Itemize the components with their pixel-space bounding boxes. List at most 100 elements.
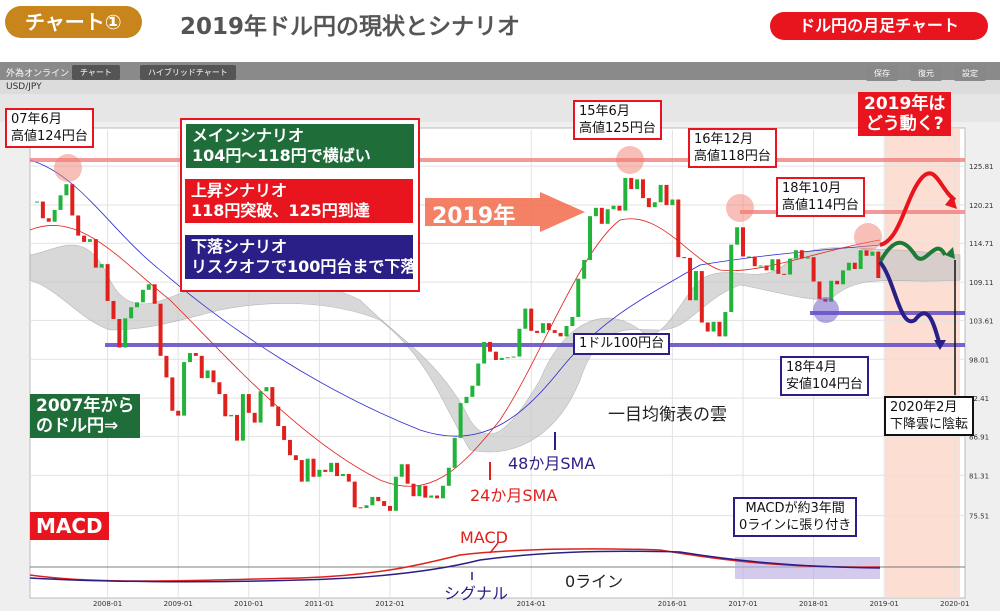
candle: [805, 257, 810, 259]
candle: [405, 464, 410, 484]
candle: [652, 202, 657, 208]
y-tick-label: 86.91: [969, 433, 989, 441]
scenario-line: 104円～118円で横ばい: [192, 146, 371, 165]
candle: [411, 483, 416, 497]
candle: [223, 394, 228, 417]
candle: [435, 495, 440, 499]
candle: [540, 323, 545, 333]
x-tick-label: 2020-01: [940, 600, 969, 608]
app-button[interactable]: 設定: [954, 66, 986, 81]
signal-label: シグナル: [444, 584, 509, 603]
callout-line: 18年4月: [786, 360, 837, 375]
candle: [817, 281, 822, 299]
arrow-head: [945, 247, 955, 259]
zero-label: 0ライン: [565, 572, 624, 591]
candle: [676, 199, 681, 258]
candle: [170, 377, 175, 411]
callout-line: 1ドル100円台: [579, 336, 665, 351]
callout-line: 16年12月: [694, 132, 754, 147]
candle: [841, 270, 846, 285]
candle: [811, 257, 816, 282]
candle: [499, 357, 504, 361]
callout-line: 高値125円台: [579, 121, 656, 136]
y-tick-label: 92.41: [969, 395, 989, 403]
scenario-line: 下落シナリオ: [191, 237, 288, 256]
callout-line: のドル円⇒: [36, 416, 119, 436]
scenario-line: メインシナリオ: [192, 126, 305, 145]
candle: [576, 278, 581, 317]
candle: [458, 403, 463, 438]
main-scenario: メインシナリオ 104円～118円で横ばい: [185, 123, 415, 169]
callout-line: 下降雲に陰転: [890, 417, 969, 432]
candle: [558, 332, 563, 337]
candle: [340, 473, 345, 477]
candle: [858, 250, 863, 269]
candle: [658, 184, 663, 203]
candle: [70, 184, 75, 216]
candle: [87, 239, 92, 242]
candles: [35, 177, 881, 511]
scenario-line: リスクオフで100円台まで下落: [191, 257, 417, 276]
candle: [370, 496, 375, 506]
candle: [629, 177, 634, 190]
candle: [758, 265, 763, 267]
candle: [611, 205, 616, 210]
candle: [335, 462, 340, 477]
y-tick-label: 103.61: [969, 317, 994, 325]
candle: [258, 391, 263, 423]
candle: [452, 437, 457, 468]
candle: [752, 256, 757, 267]
candle: [635, 179, 640, 190]
candle: [246, 394, 251, 413]
candle: [329, 462, 334, 472]
candle: [99, 264, 104, 268]
callout: 18年10月 高値114円台: [776, 177, 865, 217]
candle: [158, 303, 163, 356]
candle: [670, 199, 675, 206]
y-tick-label: 109.11: [969, 279, 994, 287]
candle: [788, 258, 793, 275]
up-scenario-curve: [879, 171, 957, 247]
candle: [799, 250, 804, 259]
app-brand: 外為オンライン: [6, 69, 70, 79]
candle: [282, 426, 287, 440]
candle: [552, 330, 557, 333]
candle: [582, 259, 587, 279]
app-tab[interactable]: ハイブリッドチャート: [140, 65, 236, 80]
candle: [123, 318, 128, 348]
candle: [723, 312, 728, 337]
highlight: [726, 194, 754, 222]
candle: [588, 216, 593, 260]
sma48-label: 48か月SMA: [508, 454, 596, 473]
candle: [564, 325, 569, 337]
candle: [782, 273, 787, 275]
y-tick-label: 75.51: [969, 513, 989, 521]
candle: [640, 179, 645, 199]
sma24-label: 24か月SMA: [470, 486, 558, 505]
candle: [276, 406, 281, 427]
forecast-zone: [885, 128, 960, 598]
app-tab[interactable]: チャート: [72, 65, 120, 80]
candle: [717, 321, 722, 337]
app-button[interactable]: 保存: [866, 66, 898, 81]
candle: [741, 227, 745, 257]
candle: [682, 257, 687, 259]
callout: 1ドル100円台: [573, 333, 671, 355]
candle: [40, 201, 45, 219]
app-button[interactable]: 復元: [910, 66, 942, 81]
candle: [705, 322, 710, 332]
callout-line: 高値114円台: [782, 198, 859, 213]
candle: [599, 207, 604, 224]
arrow-head: [945, 195, 957, 209]
callout-line: 安値104円台: [786, 377, 863, 392]
candle: [864, 250, 869, 256]
header-tag: ドル円の月足チャート: [770, 12, 988, 40]
header-badge: チャート①: [5, 6, 142, 38]
candle: [199, 355, 204, 379]
candle: [311, 458, 316, 477]
candle: [770, 259, 775, 271]
candle: [446, 467, 451, 486]
candle: [535, 330, 540, 333]
candle: [493, 351, 498, 361]
